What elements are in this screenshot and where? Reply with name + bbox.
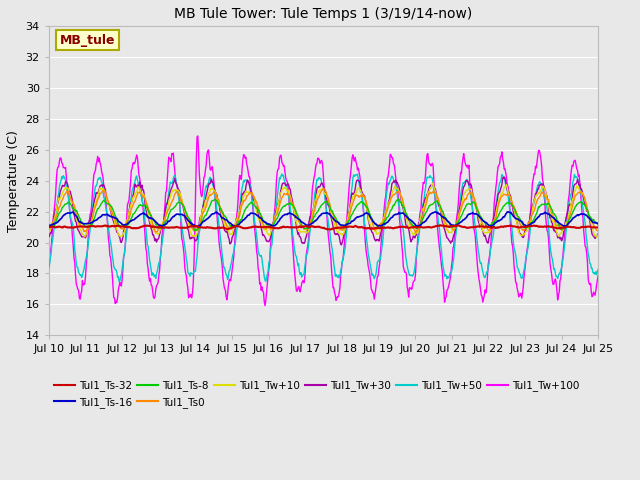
- Y-axis label: Temperature (C): Temperature (C): [7, 130, 20, 232]
- Text: MB_tule: MB_tule: [60, 34, 115, 47]
- Legend: Tul1_Ts-32, Tul1_Ts-16, Tul1_Ts-8, Tul1_Ts0, Tul1_Tw+10, Tul1_Tw+30, Tul1_Tw+50,: Tul1_Ts-32, Tul1_Ts-16, Tul1_Ts-8, Tul1_…: [54, 381, 580, 408]
- Title: MB Tule Tower: Tule Temps 1 (3/19/14-now): MB Tule Tower: Tule Temps 1 (3/19/14-now…: [174, 7, 472, 21]
